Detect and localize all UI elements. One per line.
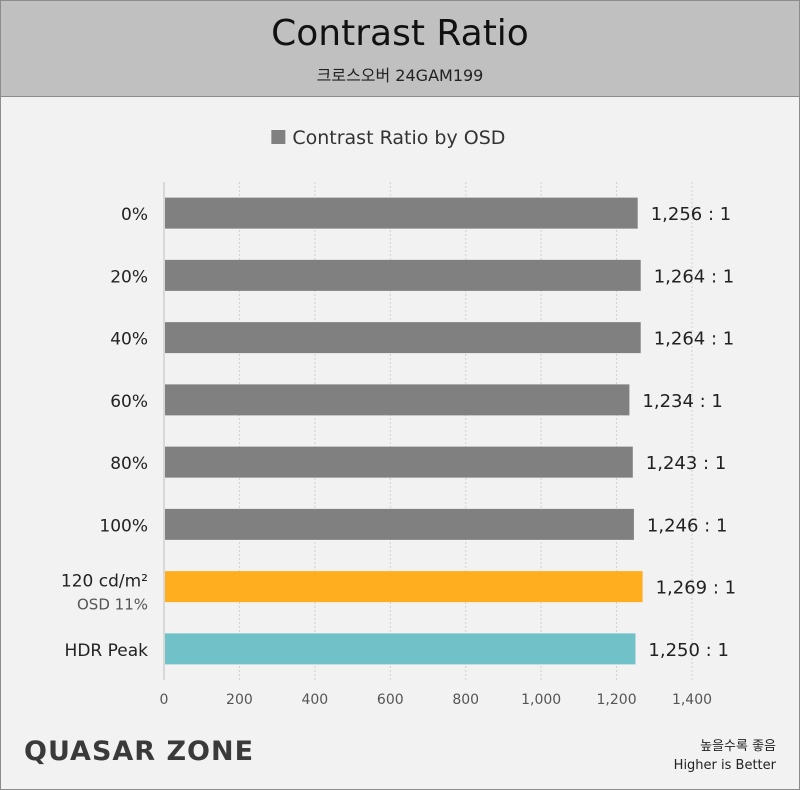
bar <box>165 197 638 229</box>
bar-value-label: 1,256 : 1 <box>651 204 732 225</box>
legend-label: Contrast Ratio by OSD <box>292 127 505 149</box>
bar-value-label: 1,264 : 1 <box>654 266 735 287</box>
x-tick-label: 200 <box>226 692 253 708</box>
x-tick-label: 1,000 <box>521 692 561 708</box>
bar-value-label: 1,234 : 1 <box>642 391 723 412</box>
category-label: 20% <box>110 267 148 287</box>
note-korean: 높을수록 좋음 <box>700 739 776 754</box>
legend-swatch <box>271 130 286 144</box>
bar <box>165 446 633 478</box>
x-tick-label: 1,200 <box>597 692 637 708</box>
category-label: 60% <box>110 392 148 412</box>
bar-value-label: 1,243 : 1 <box>646 453 727 474</box>
category-label: 40% <box>110 330 148 350</box>
chart-subtitle: 크로스오버 24GAM199 <box>316 66 484 85</box>
x-tick-label: 800 <box>452 692 479 708</box>
category-label: 0% <box>121 205 148 225</box>
x-tick-label: 1,400 <box>672 692 712 708</box>
bar-value-label: 1,250 : 1 <box>648 640 729 661</box>
quasarzone-logo: QUASAR ZONE <box>24 736 255 767</box>
chart-title: Contrast Ratio <box>271 13 529 54</box>
higher-is-better-note: 높을수록 좋음 Higher is Better <box>674 737 776 775</box>
bar-value-label: 1,246 : 1 <box>647 515 728 536</box>
x-tick-label: 0 <box>160 692 169 708</box>
category-label: HDR Peak <box>65 641 149 661</box>
note-english: Higher is Better <box>673 758 776 773</box>
category-sublabel: OSD 11% <box>77 596 148 614</box>
bar <box>165 259 641 291</box>
x-tick-label: 600 <box>377 692 404 708</box>
bar-value-label: 1,269 : 1 <box>656 578 737 599</box>
bar <box>165 633 636 665</box>
bar-value-label: 1,264 : 1 <box>654 329 735 350</box>
bar <box>165 322 641 354</box>
category-label: 100% <box>99 516 148 536</box>
bar <box>165 571 643 603</box>
header-bar: Contrast Ratio 크로스오버 24GAM199 <box>1 1 799 97</box>
bar <box>165 508 634 540</box>
bar <box>165 384 630 416</box>
category-label: 80% <box>110 454 148 474</box>
x-tick-label: 400 <box>301 692 328 708</box>
category-label: 120 cd/m² <box>61 572 148 592</box>
